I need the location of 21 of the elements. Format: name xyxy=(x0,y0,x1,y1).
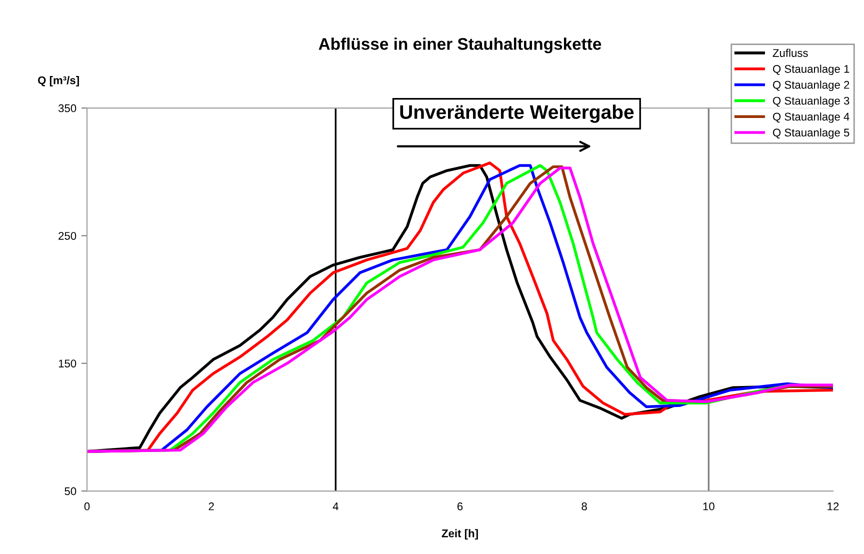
y-tick-label: 350 xyxy=(58,104,76,112)
legend-label: Q Stauanlage 3 xyxy=(772,96,850,107)
legend-label: Q Stauanlage 5 xyxy=(772,128,850,139)
legend-label: Q Stauanlage 1 xyxy=(772,64,850,76)
x-tick-label: 12 xyxy=(828,502,839,510)
y-tick-label: 250 xyxy=(58,232,76,240)
chart-title: Abflüsse in einer Stauhaltungskette xyxy=(318,38,602,54)
annotation: Unveränderte Weitergabe xyxy=(400,104,634,123)
y-tick-label: 50 xyxy=(64,487,76,496)
x-tick-label: 6 xyxy=(457,502,463,510)
x-axis-title: Zeit [h] xyxy=(442,529,478,540)
x-tick-label: 10 xyxy=(703,502,714,510)
x-tick-label: 4 xyxy=(332,502,338,510)
legend-label: Q Stauanlage 2 xyxy=(772,80,850,91)
y-tick-label: 150 xyxy=(58,360,76,368)
x-tick-label: 0 xyxy=(84,502,90,510)
x-tick-label: 8 xyxy=(582,502,587,510)
y-axis-title: Q [m³/s] xyxy=(38,76,79,86)
legend-label: Zufluss xyxy=(772,48,808,57)
legend-label: Q Stauanlage 4 xyxy=(772,112,850,123)
x-tick-label: 2 xyxy=(208,502,214,510)
